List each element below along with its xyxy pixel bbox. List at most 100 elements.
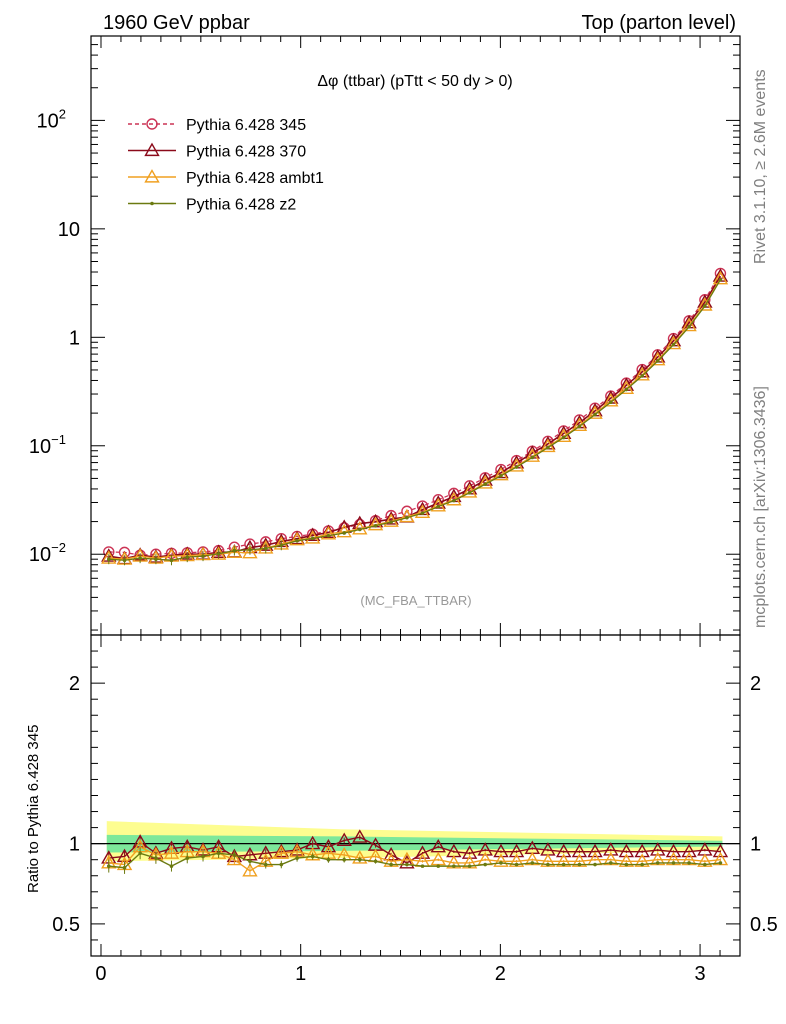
ratio-point-0-34 (634, 843, 650, 858)
ratio-point-0-39 (712, 843, 729, 858)
ratio-point-0-24 (477, 842, 493, 856)
ratio-point-0-31 (587, 843, 603, 858)
data-point-3-35 (655, 359, 660, 363)
data-point-3-36 (671, 342, 676, 347)
ratio-point-1-4 (163, 845, 180, 859)
ratio-point-2-35 (655, 861, 660, 865)
ratio-point-2-15 (342, 857, 347, 862)
data-point-2-19 (399, 508, 415, 523)
legend-marker-3 (150, 201, 154, 206)
ratio-point-2-32 (608, 861, 613, 865)
legend-label-2: Pythia 6.428 ambt1 (186, 170, 324, 187)
ratio-point-0-36 (665, 843, 682, 858)
data-point-3-21 (436, 504, 441, 509)
ratio-point-2-34 (640, 862, 644, 867)
data-point-3-33 (624, 387, 629, 392)
ratio-point-0-32 (603, 842, 619, 856)
data-point-1-13 (304, 527, 321, 542)
ratio-point-2-16 (357, 857, 362, 862)
ratio-point-2-13 (310, 854, 315, 859)
ratio-point-0-37 (681, 843, 697, 858)
data-point-3-16 (357, 527, 362, 532)
ratio-point-0-21 (430, 838, 446, 853)
main-title: Δφ (ttbar) (pTtt < 50 dy > 0) (317, 73, 512, 90)
data-point-3-20 (420, 511, 425, 515)
data-point-2-34 (634, 367, 650, 381)
data-point-3-8 (232, 548, 237, 553)
mcplots-label: mcplots.cern.ch [arXiv:1306.3436] (752, 386, 769, 628)
legend-label-3: Pythia 6.428 z2 (186, 197, 296, 214)
ratio-ylabel: Ratio to Pythia 6.428 345 (25, 725, 42, 893)
ratio-point-0-29 (555, 843, 572, 858)
ratio-point-2-5 (185, 856, 190, 860)
data-point-3-26 (514, 465, 519, 469)
legend-marker-1 (144, 142, 160, 157)
ratio-point-2-33 (624, 862, 629, 867)
ratio-point-2-1 (122, 865, 127, 870)
ratio-point-2-7 (216, 851, 221, 856)
ratio-point-0-15 (336, 832, 352, 847)
x-tick-label-2: 2 (495, 963, 506, 985)
data-point-3-38 (703, 304, 707, 308)
ratio-point-2-2 (138, 851, 142, 856)
ratio-point-2-39 (718, 861, 723, 865)
data-point-3-34 (640, 374, 644, 378)
ratio-point-1-11 (273, 845, 290, 859)
ratio-plot-frame (90, 634, 741, 957)
legend-marker-0 (146, 118, 158, 130)
data-point-3-11 (279, 543, 284, 548)
data-point-3-29 (561, 435, 566, 440)
data-point-1-18 (383, 511, 399, 525)
data-point-3-0 (106, 557, 111, 561)
ratio-point-2-23 (467, 864, 472, 868)
ratio-point-0-20 (414, 845, 431, 859)
data-point-3-24 (483, 482, 487, 486)
ratio-ytick-label-right-1: 1 (750, 834, 761, 856)
x-tick-label-1: 1 (295, 963, 306, 985)
data-point-3-25 (499, 473, 503, 478)
ratio-line-1 (108, 845, 721, 872)
ratio-point-2-10 (263, 862, 268, 867)
ratio-point-2-36 (671, 861, 676, 865)
ratio-ytick-label-0.5: 0.5 (52, 914, 80, 936)
ratio-point-2-0 (106, 864, 111, 868)
ratio-point-2-14 (326, 857, 331, 862)
ratio-point-2-25 (499, 861, 503, 865)
data-point-3-15 (342, 531, 347, 535)
y-tick-label-0.01: 10−2 (29, 540, 66, 566)
data-point-2-17 (367, 516, 384, 531)
y-tick-label-10: 10 (58, 219, 80, 241)
ratio-point-0-16 (352, 829, 368, 843)
data-point-0-20 (416, 500, 429, 512)
ratio-point-0-35 (650, 842, 666, 856)
ratio-line-2 (108, 852, 721, 869)
legend-label-0: Pythia 6.428 345 (186, 117, 306, 134)
data-point-2-12 (289, 531, 305, 546)
ratio-point-2-20 (420, 864, 425, 868)
data-point-3-32 (608, 400, 613, 405)
data-point-3-14 (326, 533, 331, 538)
ratio-point-1-7 (210, 845, 227, 859)
data-point-2-9 (242, 544, 258, 559)
header-left: 1960 GeV ppbar (103, 12, 250, 34)
ratio-line-0 (108, 836, 721, 864)
data-point-3-12 (295, 538, 299, 543)
ratio-point-1-25 (493, 853, 509, 867)
data-point-2-35 (650, 351, 666, 366)
ratio-point-2-24 (483, 862, 487, 867)
ratio-point-0-26 (508, 843, 525, 858)
ratio-ytick-label-right-0.5: 0.5 (750, 914, 778, 936)
legend-label-1: Pythia 6.428 370 (186, 144, 306, 161)
ratio-point-0-23 (461, 845, 478, 859)
series-line-3 (108, 279, 721, 561)
y-tick-label-1: 1 (69, 327, 80, 349)
ratio-ytick-label-2: 2 (69, 673, 80, 695)
data-point-3-6 (201, 554, 205, 558)
ratio-point-2-17 (373, 859, 378, 864)
data-point-3-3 (154, 557, 158, 561)
ratio-point-2-11 (279, 862, 284, 867)
ratio-point-2-26 (514, 862, 519, 867)
ratio-point-2-29 (561, 862, 566, 867)
ratio-point-2-38 (703, 862, 707, 867)
